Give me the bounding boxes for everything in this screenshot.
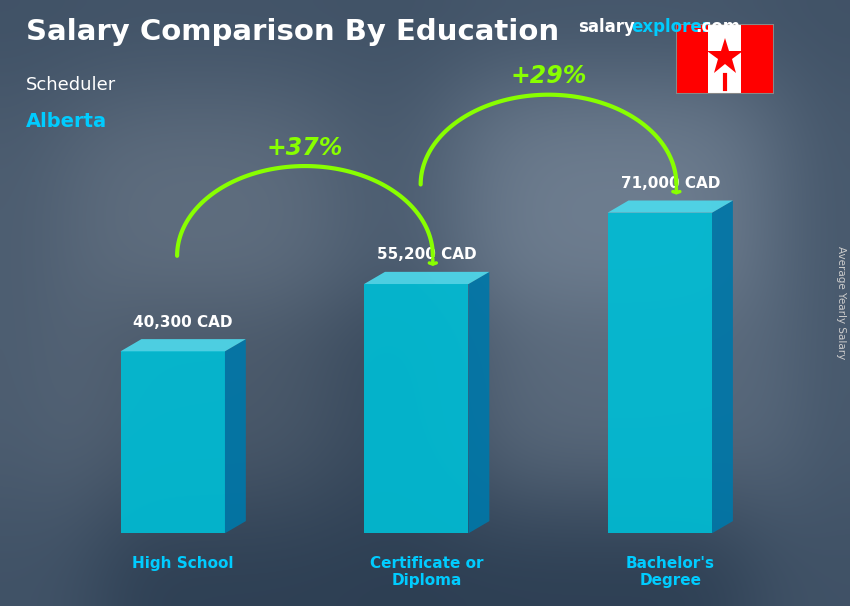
Text: Alberta: Alberta [26,112,106,131]
Text: Bachelor's
Degree: Bachelor's Degree [626,556,715,588]
Text: 40,300 CAD: 40,300 CAD [133,315,233,330]
Text: +29%: +29% [510,64,586,88]
Polygon shape [364,272,490,284]
Polygon shape [741,24,774,94]
Text: explorer: explorer [632,18,711,36]
Polygon shape [225,339,246,533]
Polygon shape [121,351,225,533]
Polygon shape [676,24,708,94]
Text: Scheduler: Scheduler [26,76,116,94]
Text: 71,000 CAD: 71,000 CAD [620,176,720,191]
Text: High School: High School [133,556,234,571]
Text: Salary Comparison By Education: Salary Comparison By Education [26,18,558,46]
Text: .com: .com [695,18,740,36]
Text: Certificate or
Diploma: Certificate or Diploma [370,556,484,588]
Polygon shape [608,213,712,533]
Polygon shape [468,272,490,533]
Polygon shape [712,201,733,533]
Text: +37%: +37% [267,136,343,159]
Text: salary: salary [578,18,635,36]
Polygon shape [708,24,741,94]
Text: Average Yearly Salary: Average Yearly Salary [836,247,846,359]
Polygon shape [608,201,733,213]
Text: 55,200 CAD: 55,200 CAD [377,247,477,262]
Polygon shape [364,284,468,533]
Polygon shape [121,339,246,351]
